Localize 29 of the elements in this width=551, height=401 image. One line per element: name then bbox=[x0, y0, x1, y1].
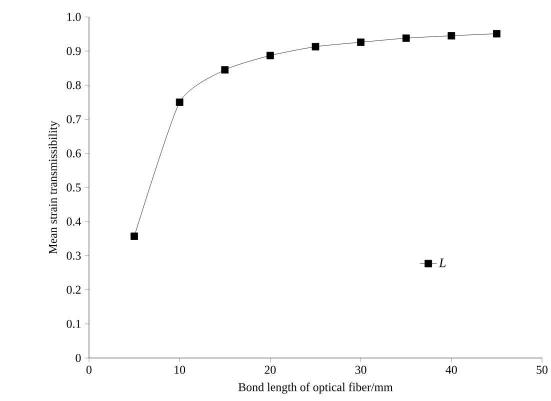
x-tick-label: 0 bbox=[86, 366, 92, 374]
point bbox=[448, 32, 456, 40]
y-tick-label: 1.0 bbox=[67, 12, 81, 22]
y-tick-label: 0.1 bbox=[66, 320, 81, 328]
point bbox=[357, 38, 364, 46]
point bbox=[176, 98, 184, 106]
y-tick-label: 0.5 bbox=[66, 183, 81, 192]
point bbox=[493, 30, 500, 38]
point bbox=[266, 52, 274, 60]
point bbox=[312, 42, 320, 50]
x-tick-label: 40 bbox=[446, 366, 457, 374]
x-axis-title: Bond length of optical fiber/mm bbox=[238, 382, 393, 394]
y-axis-title: Mean strain transmissibility bbox=[48, 120, 60, 254]
point bbox=[221, 66, 229, 74]
y-tick-label: 0.9 bbox=[66, 47, 81, 56]
y-tick-label: 0.8 bbox=[66, 81, 81, 90]
y-tick-label: 0.6 bbox=[66, 149, 81, 158]
point bbox=[130, 232, 138, 240]
y-tick-label: 0.3 bbox=[66, 252, 81, 260]
x-tick-label: 50 bbox=[536, 366, 548, 374]
x-tick-label: 20 bbox=[264, 366, 276, 374]
point bbox=[402, 34, 410, 42]
y-tick-label: 0.2 bbox=[66, 286, 81, 294]
x-tick-label: 10 bbox=[174, 366, 186, 374]
y-tick-label: 0.7 bbox=[66, 115, 81, 124]
x-tick-label: 30 bbox=[355, 366, 366, 374]
y-tick-label: 0.4 bbox=[66, 218, 82, 226]
y-tick-label: 0 bbox=[76, 354, 81, 362]
legend-label: L bbox=[438, 258, 446, 268]
